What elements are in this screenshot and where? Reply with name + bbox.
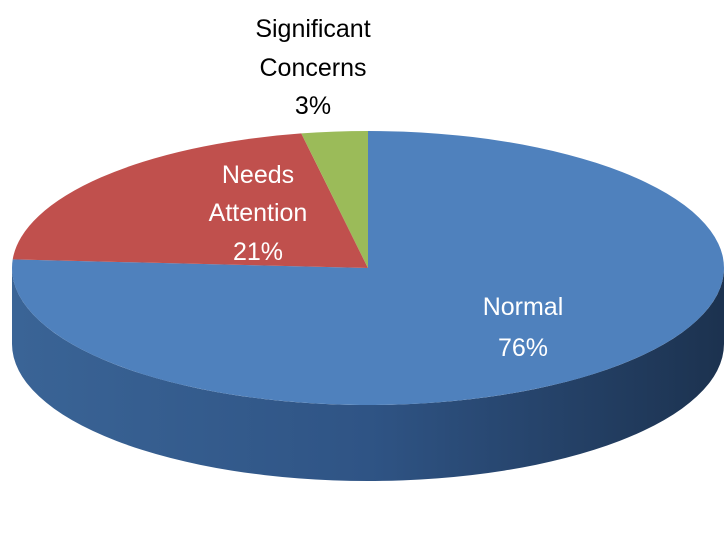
slice-value-normal: 76% xyxy=(498,334,548,362)
pie-slices xyxy=(12,131,724,405)
slice-value-significant-concerns: 3% xyxy=(295,92,331,120)
pie-slice-needs-attention xyxy=(12,133,368,268)
slice-label-normal: Normal xyxy=(483,293,564,321)
slice-label-needs-attention-line1: Needs xyxy=(222,161,294,189)
slice-label-significant-concerns-line2: Concerns xyxy=(260,54,367,82)
pie-slice-normal xyxy=(12,131,724,405)
pie-side-wall-group xyxy=(12,268,724,481)
pie-side-wall xyxy=(12,268,724,481)
slice-label-significant-concerns-line1: Significant xyxy=(255,15,370,43)
slice-value-needs-attention: 21% xyxy=(233,238,283,266)
slice-label-needs-attention-line2: Attention xyxy=(209,199,308,227)
pie-labels: Normal 76% Needs Attention 21% Significa… xyxy=(209,15,564,362)
pie-slice-significant-concerns xyxy=(301,131,368,268)
